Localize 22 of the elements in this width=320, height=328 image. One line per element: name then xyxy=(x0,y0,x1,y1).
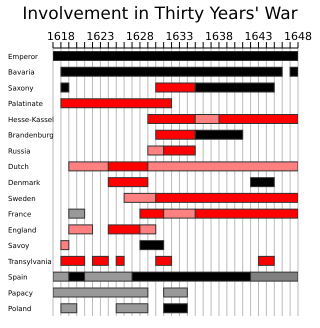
bar xyxy=(53,287,148,298)
bar xyxy=(60,303,78,314)
bar xyxy=(60,82,70,92)
x-tick-label: 1633 xyxy=(165,30,194,43)
bar xyxy=(92,256,109,266)
bar xyxy=(60,66,283,77)
bar xyxy=(250,177,275,188)
bar xyxy=(139,240,164,250)
bar xyxy=(163,287,188,298)
bar xyxy=(163,303,188,314)
x-tick-label: 1623 xyxy=(86,30,114,43)
x-tick-label: 1618 xyxy=(46,30,75,43)
bar xyxy=(116,303,148,314)
bar xyxy=(68,208,86,219)
chart-title: Involvement in Thirty Years' War xyxy=(21,4,299,24)
bar xyxy=(290,66,298,77)
bar xyxy=(155,256,172,266)
bar xyxy=(53,50,298,61)
x-tick-label: 1628 xyxy=(126,30,154,43)
x-tick-label: 1643 xyxy=(244,30,272,43)
x-tick-label: 1648 xyxy=(284,30,312,43)
x-tick-label: 1638 xyxy=(204,30,233,43)
